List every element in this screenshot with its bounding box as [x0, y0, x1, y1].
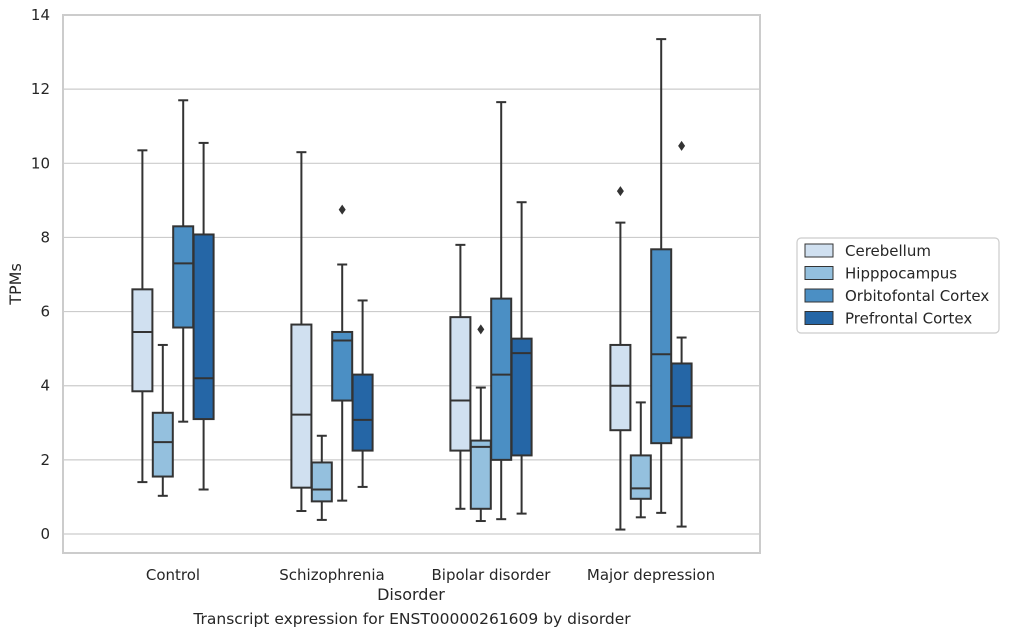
y-tick-label: 2	[40, 451, 50, 469]
iqr-box	[670, 362, 693, 439]
iqr-box	[609, 343, 632, 432]
legend: Cerebellum Hipppocampus Orbitofontal Corte…	[796, 237, 1000, 334]
iqr-box	[469, 439, 492, 510]
box-prefrontal-cortex	[510, 201, 533, 515]
box-hipppocampus	[151, 343, 174, 497]
x-tick-label: Bipolar disorder	[432, 566, 552, 584]
legend-label: Cerebellum	[845, 242, 931, 260]
iqr-box	[192, 233, 215, 421]
box-prefrontal-cortex	[670, 140, 693, 528]
box-hipppocampus	[310, 434, 333, 521]
legend-swatch	[804, 311, 834, 325]
outlier-point	[616, 186, 624, 197]
outlier-point	[678, 140, 686, 151]
x-axis-ticks: Control Schizophrenia Bipolar disorder Majo…	[146, 566, 715, 584]
x-tick-label: Major depression	[587, 566, 715, 584]
y-axis-ticks: 0 2 4 6 8 10 12 14	[31, 6, 50, 543]
box-cerebellum	[290, 151, 313, 513]
y-tick-label: 4	[40, 377, 50, 395]
x-tick-label: Schizophrenia	[279, 566, 384, 584]
x-tick-label: Control	[146, 566, 200, 584]
box-orbitofontal-cortex	[331, 204, 354, 502]
box-orbitofontal-cortex	[650, 38, 673, 514]
legend-label: Orbitofontal Cortex	[845, 287, 989, 305]
y-axis-label: TPMs	[6, 263, 25, 306]
y-tick-label: 14	[31, 6, 50, 24]
iqr-box	[290, 323, 313, 489]
iqr-box	[151, 411, 174, 478]
legend-swatch	[804, 288, 834, 303]
box-orbitofontal-cortex	[490, 101, 513, 521]
iqr-box	[172, 225, 195, 329]
iqr-box	[490, 297, 513, 461]
box-orbitofontal-cortex	[172, 99, 195, 423]
legend-frame	[796, 237, 1000, 334]
iqr-box	[131, 288, 154, 393]
x-axis-label: Disorder	[377, 585, 445, 604]
legend-label: Hipppocampus	[845, 265, 957, 283]
iqr-box	[650, 248, 673, 445]
box-hipppocampus	[469, 324, 492, 523]
iqr-box	[310, 461, 333, 503]
box-cerebellum	[609, 186, 632, 531]
y-tick-label: 12	[31, 80, 50, 98]
box-cerebellum	[449, 243, 472, 510]
box-cerebellum	[131, 149, 154, 484]
box-prefrontal-cortex	[351, 299, 374, 488]
y-tick-label: 10	[31, 154, 50, 172]
legend-swatch	[804, 243, 834, 258]
box-hipppocampus	[629, 401, 652, 519]
box-prefrontal-cortex	[192, 141, 215, 491]
iqr-box	[449, 316, 472, 452]
legend-label: Prefrontal Cortex	[845, 310, 972, 328]
plot-frame	[62, 14, 761, 554]
outlier-point	[338, 204, 346, 215]
chart-caption: Transcript expression for ENST0000026160…	[193, 610, 631, 628]
iqr-box	[351, 373, 374, 452]
y-tick-label: 0	[40, 525, 50, 543]
iqr-box	[510, 337, 533, 457]
iqr-box	[331, 330, 354, 402]
box-plot-series	[131, 38, 693, 531]
y-tick-label: 8	[40, 228, 50, 246]
legend-swatch	[804, 266, 834, 280]
outlier-point	[477, 324, 485, 335]
y-tick-label: 6	[40, 303, 50, 321]
iqr-box	[629, 454, 652, 500]
